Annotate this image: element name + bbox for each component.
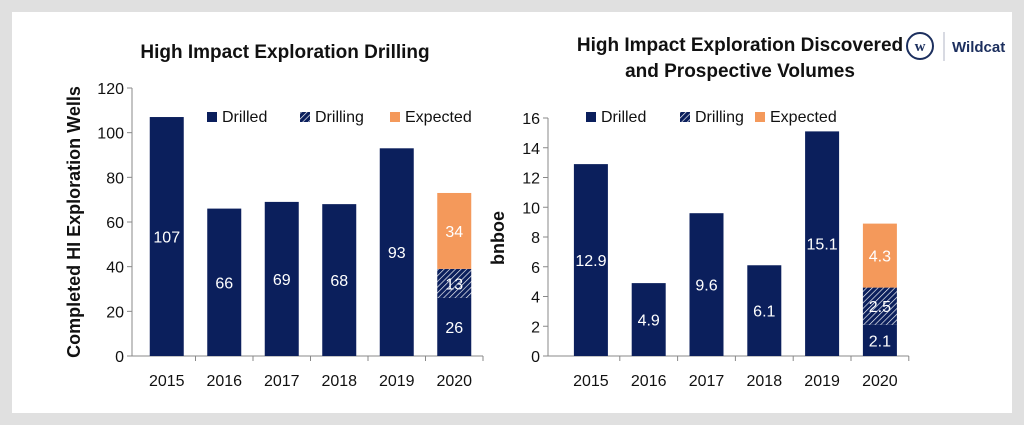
- bar-drilled: [207, 208, 242, 356]
- legend-label: Drilling: [695, 109, 744, 126]
- chart-title: and Prospective Volumes: [625, 61, 855, 82]
- x-tick-label: 2020: [862, 373, 898, 390]
- y-tick-label: 120: [97, 81, 124, 98]
- x-tick-label: 2016: [206, 373, 242, 390]
- y-tick-label: 12: [522, 171, 540, 188]
- data-label: 4.3: [869, 249, 891, 266]
- bar-drilling: [862, 287, 897, 325]
- y-tick-label: 20: [106, 304, 124, 321]
- x-tick-label: 2019: [379, 373, 415, 390]
- bar-drilled: [862, 324, 897, 356]
- data-label: 9.6: [695, 278, 717, 295]
- logo-text: Wildcat: [952, 39, 1005, 56]
- x-tick-label: 2020: [436, 373, 472, 390]
- bar-drilled: [747, 265, 782, 356]
- legend-label: Expected: [770, 109, 837, 126]
- x-tick-label: 2019: [804, 373, 840, 390]
- y-tick-label: 40: [106, 260, 124, 277]
- data-label: 93: [388, 245, 406, 262]
- y-tick-label: 80: [106, 170, 124, 187]
- bar-drilled: [689, 213, 724, 356]
- legend-swatch-expected: [390, 112, 400, 122]
- bar-drilled: [379, 148, 414, 356]
- data-label: 66: [215, 275, 233, 292]
- chart-wells: High Impact Exploration Drilling Complete…: [64, 42, 484, 390]
- bar-drilling: [437, 268, 472, 298]
- x-tick-label: 2015: [149, 373, 185, 390]
- legend-swatch-drilling: [300, 112, 310, 122]
- data-label: 6.1: [753, 304, 775, 321]
- y-axis-label: bnboe: [488, 211, 508, 265]
- x-tick-label: 2015: [573, 373, 609, 390]
- bar-drilled: [631, 283, 666, 356]
- x-tick-label: 2018: [321, 373, 357, 390]
- bar-drilled: [264, 201, 299, 356]
- chart-title: High Impact Exploration Discovered: [577, 35, 903, 56]
- data-label: 107: [153, 230, 180, 247]
- legend-label: Expected: [405, 109, 472, 126]
- legend-swatch-expected: [755, 112, 765, 122]
- data-label: 4.9: [638, 313, 660, 330]
- data-label: 2.1: [869, 333, 891, 350]
- bar-drilled: [322, 204, 357, 356]
- y-tick-label: 100: [97, 126, 124, 143]
- bar-expected: [862, 223, 897, 288]
- y-tick-label: 4: [531, 290, 540, 307]
- data-label: 69: [273, 272, 291, 289]
- legend-label: Drilling: [315, 109, 364, 126]
- y-tick-label: 0: [531, 349, 540, 366]
- y-tick-label: 6: [531, 260, 540, 277]
- chart-title: High Impact Exploration Drilling: [140, 42, 429, 63]
- x-tick-label: 2017: [689, 373, 725, 390]
- x-tick-label: 2017: [264, 373, 300, 390]
- y-tick-label: 16: [522, 111, 540, 128]
- data-label: 2.5: [869, 299, 891, 316]
- y-tick-label: 2: [531, 319, 540, 336]
- data-label: 26: [445, 320, 463, 337]
- logo-mark: w: [915, 39, 926, 55]
- bar-drilled: [149, 117, 184, 357]
- y-tick-label: 8: [531, 230, 540, 247]
- legend-swatch-drilled: [586, 112, 596, 122]
- bar-drilled: [437, 297, 472, 356]
- x-tick-label: 2016: [631, 373, 667, 390]
- y-tick-label: 0: [115, 349, 124, 366]
- data-label: 12.9: [575, 253, 606, 270]
- legend-label: Drilled: [222, 109, 267, 126]
- data-label: 15.1: [807, 237, 838, 254]
- wildcat-logo: w Wildcat: [906, 32, 1005, 61]
- bar-drilled: [573, 164, 608, 356]
- y-tick-label: 60: [106, 215, 124, 232]
- legend-swatch-drilled: [207, 112, 217, 122]
- bar-drilled: [805, 131, 840, 356]
- y-axis-label: Completed HI Exploration Wells: [64, 86, 84, 358]
- chart-volumes: High Impact Exploration Discovered and Pr…: [488, 35, 910, 390]
- x-tick-label: 2018: [747, 373, 783, 390]
- y-tick-label: 14: [522, 141, 540, 158]
- legend-label: Drilled: [601, 109, 646, 126]
- logo-circle-icon: [906, 32, 934, 60]
- y-tick-label: 10: [522, 200, 540, 217]
- data-label: 34: [445, 224, 463, 241]
- data-label: 13: [445, 276, 463, 293]
- bar-expected: [437, 192, 472, 269]
- legend-swatch-drilling: [680, 112, 690, 122]
- data-label: 68: [330, 273, 348, 290]
